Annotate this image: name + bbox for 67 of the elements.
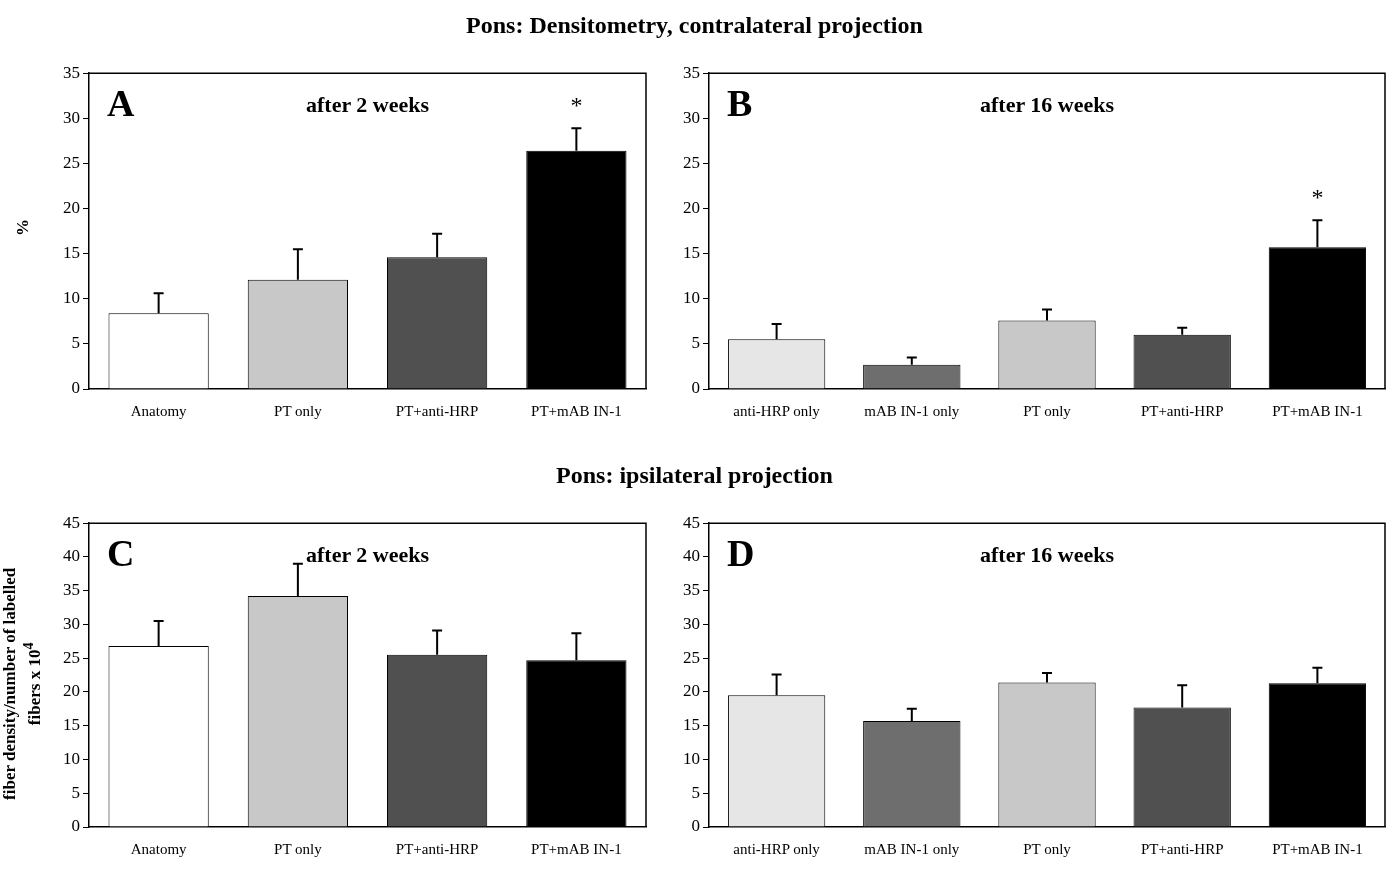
y-tick-label: 0 (71, 816, 80, 836)
x-tick-label: PT+anti-HRP (395, 840, 479, 857)
y-tick-label: 0 (71, 378, 80, 398)
y-tick-label: 0 (691, 816, 700, 836)
x-tick-label: PT+anti-HRP (1140, 402, 1224, 419)
annotation: * (1311, 183, 1324, 210)
y-tick-label: 15 (683, 243, 700, 263)
x-tick-label: PT only (274, 402, 323, 419)
y-tick-label: 45 (63, 512, 80, 532)
y-tick-label: 35 (683, 62, 700, 82)
y-tick-label: 30 (63, 613, 80, 633)
x-tick-label: PT+mAB IN-1 (1272, 840, 1363, 857)
y-tick-label: 35 (683, 580, 700, 600)
y-tick-label: 5 (71, 782, 80, 802)
y-tick-label: 5 (71, 333, 80, 353)
y-tick-label: 40 (683, 546, 700, 566)
annotation: A (107, 82, 135, 125)
y-tick-label: 10 (683, 288, 700, 308)
y-tick-label: 20 (683, 198, 700, 218)
y-tick-label: 30 (63, 107, 80, 127)
x-tick-label: PT only (274, 840, 323, 857)
text: after 16 weeks (980, 91, 1115, 117)
x-tick-label: anti-HRP only (733, 840, 821, 857)
y-tick-label: 15 (63, 715, 80, 735)
text: Pons: ipsilateral projection (555, 462, 834, 489)
x-tick-label: PT+mAB IN-1 (1272, 402, 1363, 419)
y-axis-title: % (12, 217, 32, 238)
annotation: * (570, 91, 583, 118)
y-tick-label: 10 (683, 748, 700, 768)
y-tick-label: 15 (683, 715, 700, 735)
annotation: B (727, 82, 753, 125)
x-tick-label: PT+mAB IN-1 (531, 840, 622, 857)
text: after 16 weeks (980, 541, 1115, 567)
x-tick-label: PT only (1023, 840, 1072, 857)
y-tick-label: 10 (63, 748, 80, 768)
y-tick-label: 15 (63, 243, 80, 263)
text: after 2 weeks (306, 541, 430, 567)
y-tick-label: 35 (63, 580, 80, 600)
y-tick-label: 5 (691, 333, 700, 353)
y-tick-label: 35 (63, 62, 80, 82)
x-tick-label: Anatomy (130, 402, 188, 419)
y-tick-label: 10 (63, 288, 80, 308)
x-tick-label: PT only (1023, 402, 1072, 419)
y-tick-label: 20 (63, 198, 80, 218)
x-tick-label: PT+anti-HRP (1140, 840, 1224, 857)
y-tick-label: 20 (63, 681, 80, 701)
text: after 2 weeks (306, 91, 430, 117)
annotation: C (107, 532, 135, 575)
y-tick-label: 25 (683, 647, 700, 667)
x-tick-label: PT+anti-HRP (395, 402, 479, 419)
x-tick-label: Anatomy (130, 840, 188, 857)
x-tick-label: mAB IN-1 only (864, 840, 960, 857)
y-tick-label: 0 (691, 378, 700, 398)
y-tick-label: 45 (683, 512, 700, 532)
x-tick-label: PT+mAB IN-1 (531, 402, 622, 419)
y-tick-label: 30 (683, 613, 700, 633)
y-tick-label: 40 (63, 546, 80, 566)
y-tick-label: 30 (683, 107, 700, 127)
chart-title: Pons: Densitometry, contralateral projection (465, 12, 924, 39)
y-tick-label: 5 (691, 782, 700, 802)
annotation: D (727, 532, 755, 575)
x-tick-label: mAB IN-1 only (864, 402, 960, 419)
y-tick-label: 20 (683, 681, 700, 701)
y-tick-label: 25 (683, 152, 700, 172)
y-tick-label: 25 (63, 647, 80, 667)
x-tick-label: anti-HRP only (733, 402, 821, 419)
y-tick-label: 25 (63, 152, 80, 172)
